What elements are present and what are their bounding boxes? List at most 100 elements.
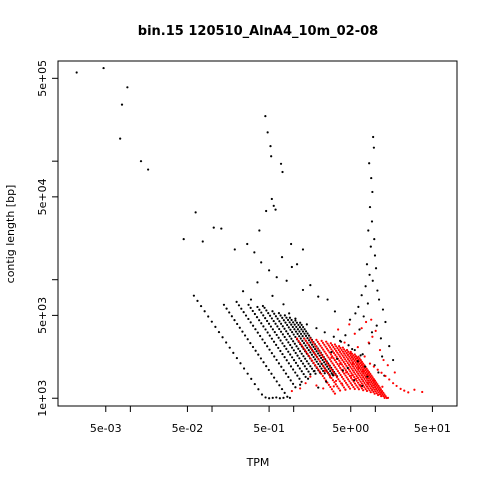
data-point [271, 396, 274, 399]
data-point [363, 377, 366, 381]
data-point [319, 351, 322, 354]
data-point [324, 359, 327, 363]
y-tick-label: 5e+05 [36, 60, 49, 97]
data-point [349, 354, 352, 357]
data-point [199, 304, 203, 308]
data-point [282, 303, 285, 306]
data-point [384, 374, 387, 378]
data-point [298, 350, 302, 353]
data-point [340, 348, 343, 351]
data-point [284, 372, 288, 375]
data-point [366, 375, 369, 378]
data-point [323, 369, 326, 373]
data-point [330, 360, 333, 363]
data-point [302, 372, 305, 376]
data-point [242, 367, 246, 370]
data-point [299, 321, 302, 324]
data-point [353, 367, 356, 370]
data-point [321, 374, 324, 378]
data-point [326, 365, 329, 368]
data-point [301, 339, 304, 342]
data-point [300, 380, 303, 383]
data-point [377, 371, 380, 374]
data-point [327, 344, 330, 347]
x-tick-label: 5e-03 [90, 422, 122, 435]
data-point [299, 337, 302, 340]
data-point [365, 367, 368, 370]
data-point [373, 388, 376, 391]
data-point [344, 381, 348, 384]
data-point [341, 359, 344, 362]
data-point [279, 339, 282, 342]
data-point [338, 362, 342, 365]
data-point [349, 370, 352, 373]
data-point [272, 340, 276, 343]
data-point [182, 238, 185, 241]
data-point [283, 327, 286, 330]
data-point [367, 377, 371, 380]
data-point [102, 66, 105, 70]
data-point [353, 332, 356, 335]
data-point [318, 370, 321, 373]
data-point [360, 327, 363, 330]
data-point [371, 382, 374, 385]
data-point [341, 354, 344, 357]
data-point [280, 365, 283, 368]
data-point [353, 375, 356, 379]
data-point [295, 337, 299, 340]
data-point [353, 359, 356, 362]
data-point [290, 265, 293, 269]
data-point [356, 386, 359, 389]
data-point [340, 375, 344, 379]
data-point [370, 388, 374, 392]
data-point [312, 345, 315, 348]
data-point [372, 390, 375, 393]
data-point [357, 355, 360, 358]
data-point [359, 376, 362, 379]
data-point [323, 343, 326, 346]
data-point [304, 357, 307, 360]
data-point [376, 393, 380, 397]
data-point [314, 354, 317, 357]
data-point [271, 328, 274, 331]
data-point [375, 381, 378, 384]
data-point [315, 384, 318, 387]
data-point [352, 354, 355, 357]
data-point [351, 365, 355, 368]
data-point [365, 373, 369, 376]
data-point [233, 319, 236, 322]
data-point [298, 367, 301, 370]
data-point [298, 335, 301, 338]
data-point [241, 330, 244, 333]
data-point [280, 387, 284, 391]
data-point [329, 385, 332, 389]
data-point [282, 319, 285, 322]
data-point [75, 71, 78, 74]
data-point [301, 335, 304, 338]
data-point [346, 366, 349, 370]
data-point [330, 351, 333, 354]
data-point [342, 360, 345, 364]
data-point [120, 103, 124, 106]
data-point [251, 345, 255, 349]
data-point [281, 316, 284, 319]
data-point [288, 312, 291, 315]
data-point [289, 328, 292, 331]
data-point [339, 366, 342, 369]
data-point [351, 369, 354, 372]
data-point [351, 347, 354, 351]
data-point [336, 347, 339, 350]
data-point [331, 362, 334, 365]
data-point [340, 363, 344, 366]
data-point [375, 324, 378, 327]
data-point [294, 330, 298, 333]
data-point [232, 351, 235, 354]
data-point [230, 315, 233, 318]
data-point [365, 389, 369, 393]
data-point [330, 388, 333, 391]
data-point [380, 371, 383, 374]
data-point [303, 328, 306, 331]
data-point [329, 346, 332, 349]
data-point [276, 317, 279, 320]
data-point [358, 357, 361, 360]
